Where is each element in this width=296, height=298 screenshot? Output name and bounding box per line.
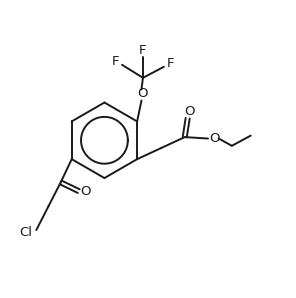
- Text: O: O: [184, 105, 194, 118]
- Text: Cl: Cl: [19, 226, 32, 239]
- Text: O: O: [81, 185, 91, 198]
- Text: O: O: [138, 87, 148, 100]
- Text: F: F: [166, 58, 174, 70]
- Text: F: F: [112, 55, 119, 68]
- Text: F: F: [139, 44, 147, 57]
- Text: O: O: [209, 132, 220, 145]
